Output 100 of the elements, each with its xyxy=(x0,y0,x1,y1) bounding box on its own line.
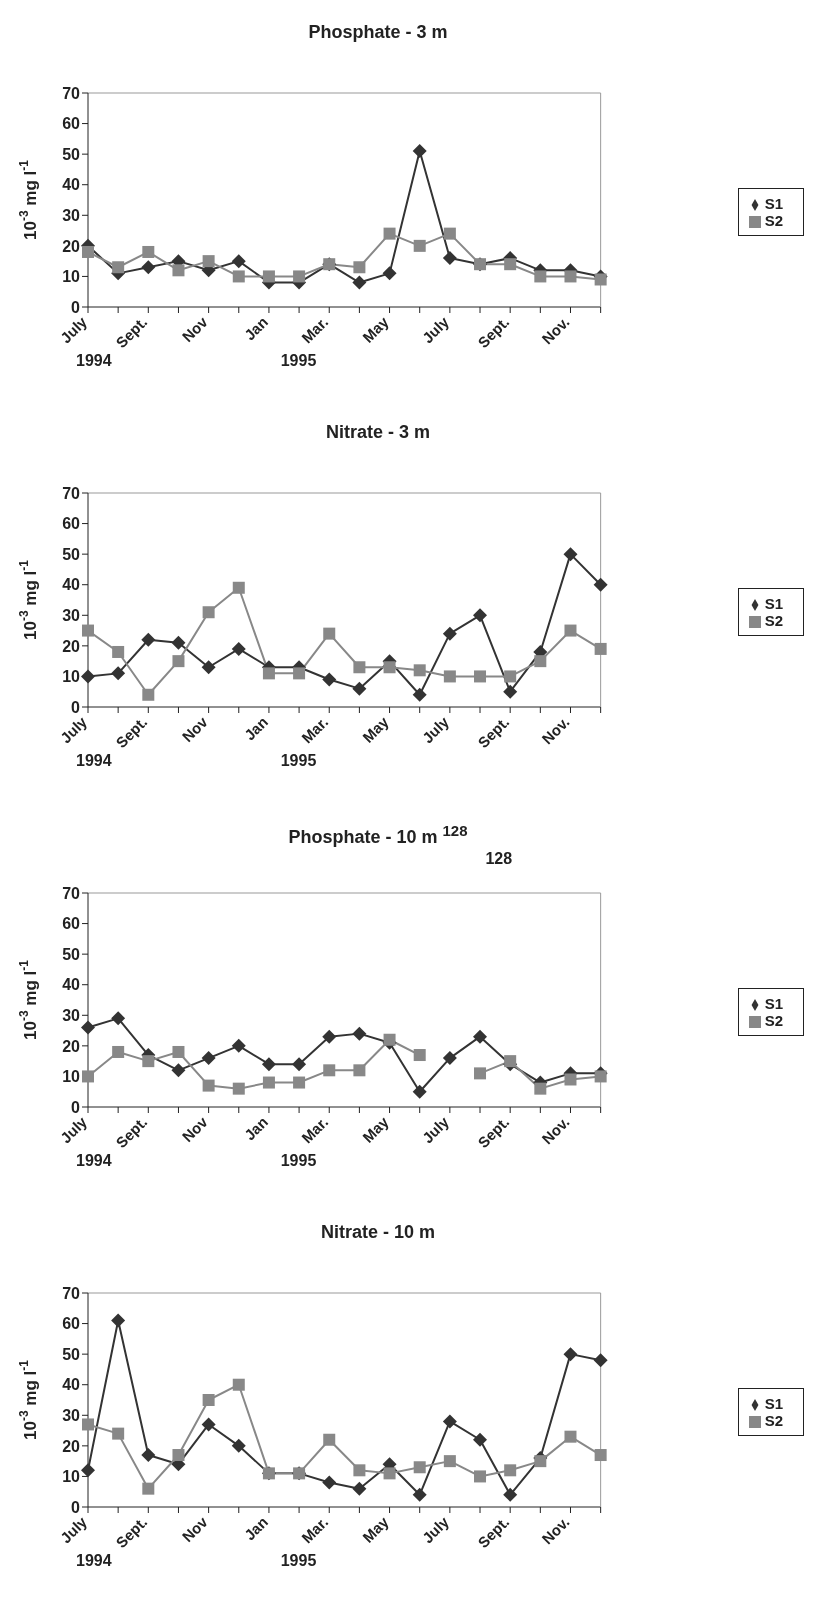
x-tick-label: Nov. xyxy=(538,313,573,348)
x-tick-label: Nov. xyxy=(538,713,573,748)
point xyxy=(412,144,427,159)
point xyxy=(474,1470,487,1483)
x-tick-label: May xyxy=(359,1512,393,1546)
chart-title: Phosphate - 10 m $^{128}$ xyxy=(288,822,468,847)
point xyxy=(202,606,215,619)
point xyxy=(473,608,488,623)
point xyxy=(201,1417,216,1432)
chart-title: Nitrate - 10 m xyxy=(319,1221,436,1244)
point xyxy=(442,1051,457,1066)
y-tick-label: 50 xyxy=(62,145,81,163)
point xyxy=(594,273,607,286)
text: 1994 xyxy=(76,1152,112,1170)
point xyxy=(443,1455,456,1468)
point xyxy=(593,1353,608,1368)
y-tick-label: 20 xyxy=(62,237,81,255)
point xyxy=(292,1057,307,1072)
point xyxy=(353,1464,366,1477)
y-tick-label: 20 xyxy=(62,1437,81,1455)
point xyxy=(323,1064,336,1077)
point xyxy=(172,1449,185,1462)
text: 1994 xyxy=(76,352,112,370)
point xyxy=(171,1063,186,1078)
point xyxy=(293,667,306,680)
point xyxy=(594,1449,607,1462)
y-tick-label: 50 xyxy=(62,545,81,563)
y-tick-label: 70 xyxy=(62,84,81,102)
point xyxy=(293,270,306,283)
x-tick-label: July xyxy=(418,1512,453,1547)
point xyxy=(353,661,366,674)
point xyxy=(262,1076,275,1089)
y-tick-label: 40 xyxy=(62,1376,81,1394)
x-tick-label: Nov xyxy=(178,712,212,746)
point xyxy=(262,270,275,283)
point xyxy=(231,1438,246,1453)
point xyxy=(412,687,427,702)
point xyxy=(383,661,396,674)
point xyxy=(232,1378,245,1391)
point xyxy=(412,1487,427,1502)
point xyxy=(383,1033,396,1046)
point xyxy=(81,1020,95,1035)
x-tick-label: Mar. xyxy=(298,1113,332,1147)
y-tick-label: 20 xyxy=(62,1037,81,1055)
y-tick-label: 40 xyxy=(62,976,81,994)
x-tick-label: Nov xyxy=(178,1112,212,1146)
point xyxy=(293,1076,306,1089)
point xyxy=(141,1448,156,1463)
x-tick-label: July xyxy=(418,312,453,347)
point xyxy=(141,260,156,275)
text: 1995 xyxy=(280,1152,317,1170)
point xyxy=(111,1313,126,1328)
legend-label: S1 xyxy=(764,1395,783,1412)
legend-label: S2 xyxy=(764,1012,783,1029)
legend-label: S1 xyxy=(764,595,783,612)
point xyxy=(413,664,426,677)
x-tick-label: Jan xyxy=(240,713,272,744)
y-tick-label: 30 xyxy=(62,606,81,624)
point xyxy=(594,1070,607,1083)
y-tick-label: 10 xyxy=(62,268,81,286)
point xyxy=(201,1051,216,1066)
point xyxy=(504,258,517,271)
point xyxy=(261,1057,276,1072)
y-tick-label: 30 xyxy=(62,206,81,224)
point xyxy=(474,1067,487,1080)
x-tick-label: Nov. xyxy=(538,1113,573,1148)
point xyxy=(82,624,94,637)
point xyxy=(504,670,517,683)
point xyxy=(534,1082,547,1095)
point xyxy=(504,1464,517,1477)
y-tick-label: 70 xyxy=(62,884,81,902)
point xyxy=(231,254,246,269)
point xyxy=(382,266,397,281)
x-tick-label: July xyxy=(418,712,453,747)
y-tick-label: 60 xyxy=(62,915,81,933)
point xyxy=(413,239,426,252)
y-tick-label: 60 xyxy=(62,1315,81,1333)
chart-title: Phosphate - 3 m xyxy=(307,21,449,44)
point xyxy=(323,1433,336,1446)
point xyxy=(142,1482,155,1495)
point xyxy=(594,642,607,655)
legend-label: S2 xyxy=(764,612,783,629)
point xyxy=(322,672,337,687)
point xyxy=(352,275,367,290)
x-tick-label: Nov xyxy=(178,312,212,346)
y-tick-label: 50 xyxy=(62,1345,81,1363)
point xyxy=(353,261,366,274)
x-tick-label: Jan xyxy=(240,1513,272,1544)
point xyxy=(202,1394,215,1406)
y-tick-label: 10 xyxy=(62,1468,81,1486)
point xyxy=(81,1463,95,1478)
point xyxy=(413,1461,426,1474)
point xyxy=(534,655,547,668)
point xyxy=(172,1045,185,1058)
text: 1994 xyxy=(76,1552,112,1570)
point xyxy=(534,270,547,283)
point xyxy=(322,1475,337,1490)
point xyxy=(564,1073,577,1086)
point xyxy=(412,1084,427,1099)
x-tick-label: Jan xyxy=(240,313,272,344)
